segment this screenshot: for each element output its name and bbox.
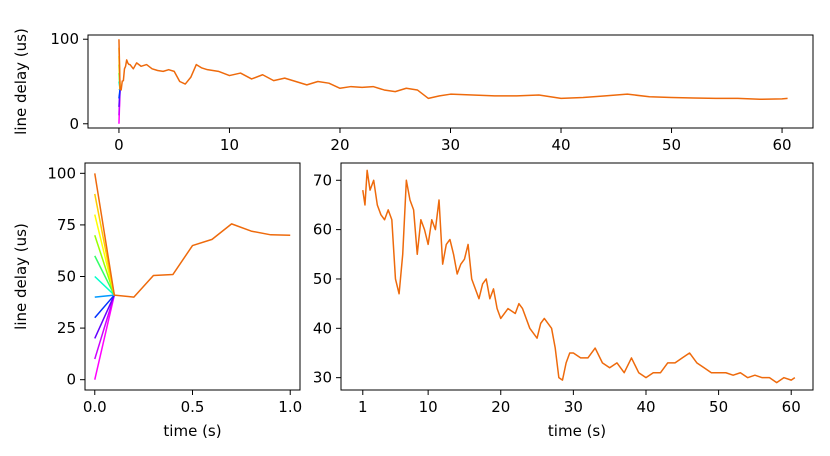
series-line-5 (94, 275, 115, 296)
y-tick-label: 50 (313, 270, 332, 288)
series-line-0 (94, 294, 116, 380)
series-line-2 (94, 294, 116, 339)
x-tick-label: 0.5 (181, 398, 205, 416)
x-tick-label: 40 (636, 398, 655, 416)
y-tick-label: 100 (50, 30, 79, 48)
x-axis-label: time (s) (548, 422, 606, 440)
x-tick-label: 50 (709, 398, 728, 416)
axes-frame (87, 34, 814, 129)
bottom-right-panel: 1 10 20 30 40 50 60 30 40 50 60 70 time (s) (313, 162, 814, 440)
x-tick-label: 60 (782, 398, 801, 416)
y-axis-label: line delay (us) (12, 223, 30, 330)
series-line-3 (94, 294, 115, 319)
x-tick-label: 0 (114, 136, 124, 154)
series-line-3 (118, 89, 121, 99)
x-tick-label: 10 (220, 136, 239, 154)
y-tick-label: 30 (313, 369, 332, 387)
x-tick-label: 20 (330, 136, 349, 154)
series-line-0 (362, 169, 796, 384)
series-line-10 (118, 39, 788, 100)
bottom-left-panel: 0.0 0.5 1.0 0 25 50 75 100 time (s) line delay (u… (12, 162, 302, 440)
y-tick-label: 75 (57, 216, 76, 234)
x-tick-label: 40 (551, 136, 570, 154)
y-tick-label: 100 (47, 164, 76, 182)
y-tick-label: 25 (57, 319, 76, 337)
x-tick-label: 1.0 (278, 398, 302, 416)
x-tick-label: 50 (662, 136, 681, 154)
x-tick-label: 20 (491, 398, 510, 416)
x-tick-label: 60 (773, 136, 792, 154)
series-line-7 (94, 234, 116, 296)
x-tick-label: 30 (441, 136, 460, 154)
y-axis-label: line delay (us) (12, 28, 30, 135)
axes-frame (340, 162, 814, 391)
y-tick-label: 50 (57, 268, 76, 286)
series-line-6 (94, 255, 115, 296)
axes-frame (84, 162, 301, 391)
y-tick-label: 0 (69, 115, 79, 133)
y-tick-label: 70 (313, 171, 332, 189)
x-tick-label: 0.0 (83, 398, 107, 416)
x-axis-label: time (s) (163, 422, 221, 440)
x-tick-label: 30 (564, 398, 583, 416)
y-tick-label: 40 (313, 319, 332, 337)
series-line-1 (94, 294, 116, 360)
series-line-10 (94, 173, 291, 298)
x-tick-label: 1 (358, 398, 368, 416)
x-tick-label: 10 (419, 398, 438, 416)
y-tick-label: 60 (313, 221, 332, 239)
top-panel: 0 10 20 30 40 50 60 0 100 line delay (us) (12, 28, 814, 154)
y-tick-label: 0 (66, 371, 76, 389)
series-line-4 (94, 294, 115, 298)
